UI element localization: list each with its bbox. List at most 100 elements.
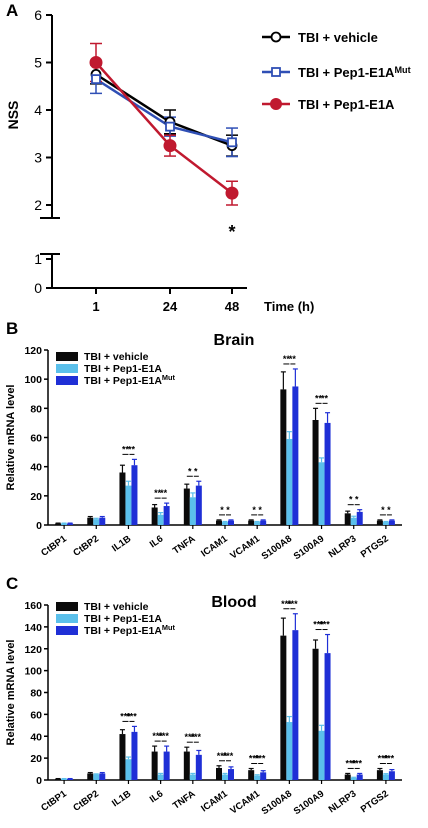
pc-ytick-label: 60 — [30, 709, 42, 721]
a-legend-label-2: TBI + Pep1-E1A — [298, 97, 395, 112]
a-ytick-label: 0 — [34, 280, 42, 296]
pc-title: Blood — [211, 594, 256, 611]
pb-ytick-label: 120 — [24, 345, 42, 357]
pc-bar — [312, 648, 319, 780]
a-point — [89, 56, 103, 69]
pc-legend-swatch — [56, 626, 78, 635]
pb-legend-swatch — [56, 364, 78, 373]
pb-bar — [312, 420, 319, 525]
pb-bar — [195, 485, 202, 525]
pb-xtick-label: S100A8 — [260, 533, 294, 562]
a-ytick-label: 6 — [34, 7, 42, 23]
pb-xtick-label: S100A9 — [292, 533, 326, 562]
pb-bar — [93, 519, 100, 525]
pc-sig-mark: *** — [351, 758, 362, 768]
pb-ytick-label: 20 — [30, 491, 42, 503]
pb-sig-mark: * — [355, 495, 359, 505]
pc-bar — [93, 774, 100, 780]
pb-sig-mark: * — [258, 505, 262, 515]
pc-sig-mark: *** — [185, 732, 196, 742]
pb-legend-label-1-text: TBI + Pep1-E1A — [84, 363, 162, 375]
pc-bar — [344, 774, 351, 780]
pc-bar — [228, 769, 234, 780]
pb-bar — [248, 520, 255, 525]
a-legend-label-1-text: TBI + Pep1-E1A — [298, 65, 395, 80]
pb-ytick-label: 80 — [30, 403, 42, 415]
pb-bar — [99, 517, 106, 525]
pc-xtick-label: PTGS2 — [359, 788, 391, 815]
pc-bar — [163, 751, 170, 780]
pb-sig-mark: ** — [289, 354, 297, 364]
pc-xtick-label: NLRP3 — [327, 788, 359, 815]
pb-sig-mark: ** — [283, 354, 291, 364]
a-point — [227, 137, 237, 148]
pc-ytick-label: 0 — [36, 775, 42, 787]
pc-sig-mark: *** — [223, 751, 234, 761]
pc-bar — [183, 751, 190, 780]
pb-legend-label-0: TBI + vehicle — [84, 351, 149, 363]
pb-legend-swatch — [56, 352, 78, 361]
pc-bar — [280, 635, 287, 780]
pc-xtick-label: IL6 — [148, 788, 166, 805]
pc-legend-swatch — [56, 602, 78, 611]
a-series-line-2 — [95, 61, 233, 195]
pb-legend-label-1: TBI + Pep1-E1A — [84, 363, 162, 375]
pb-xtick-label: PTGS2 — [359, 533, 391, 560]
pc-sig-mark: *** — [152, 731, 163, 741]
pc-sig-mark: *** — [249, 754, 260, 764]
pc-bar — [318, 730, 325, 780]
pc-xtick-label: TNFA — [171, 788, 198, 811]
pc-sig-mark: *** — [287, 599, 298, 609]
pc-bar — [87, 773, 94, 780]
pb-legend-label-2: TBI + Pep1-E1AMut — [84, 373, 176, 387]
pb-bar — [388, 520, 395, 525]
pc-bar — [292, 630, 299, 780]
a-ytick-label: 2 — [34, 197, 42, 213]
pb-bar — [67, 523, 74, 525]
pc-sig-mark: *** — [158, 731, 169, 741]
pb-ytick-label: 100 — [24, 374, 42, 386]
pc-ytick-label: 100 — [24, 666, 42, 678]
pc-sig-mark: *** — [378, 754, 389, 764]
pc-sig-mark: *** — [384, 754, 395, 764]
pc-bar — [157, 774, 164, 780]
pb-bar — [216, 520, 222, 525]
a-ylabel: NSS — [5, 101, 21, 130]
pb-bar — [55, 523, 62, 525]
pb-ylabel: Relative mRNA level — [5, 385, 17, 491]
pb-sig-mark: ** — [160, 488, 168, 498]
pb-legend-label-2-sup: Mut — [162, 373, 176, 382]
pb-bar — [151, 507, 158, 525]
pc-ytick-label: 160 — [24, 600, 42, 612]
a-legend-label-0: TBI + vehicle — [298, 30, 378, 45]
pb-bar — [324, 422, 331, 525]
pc-bar — [388, 771, 395, 780]
pb-bar — [376, 520, 383, 525]
pc-bar — [222, 774, 228, 780]
pc-sig-mark: *** — [319, 620, 330, 630]
pb-legend-swatch — [56, 376, 78, 385]
pc-bar — [151, 751, 158, 780]
pb-bar — [350, 517, 357, 525]
pc-bar — [61, 778, 68, 780]
pb-xtick-label: VCAM1 — [228, 533, 262, 561]
a-point — [91, 74, 101, 85]
pc-bar — [382, 774, 389, 780]
pb-bar — [87, 517, 94, 525]
pc-xtick-label: S100A8 — [260, 788, 294, 817]
a-legend-label-1-sup: Mut — [394, 65, 410, 75]
pc-bar — [189, 774, 196, 780]
pb-xtick-label: NLRP3 — [327, 533, 359, 560]
pc-bar — [99, 773, 106, 780]
pc-bar — [248, 770, 255, 780]
pb-sig-mark: * — [349, 495, 353, 505]
pc-legend-swatch — [56, 614, 78, 623]
pc-xtick-label: IL1B — [110, 788, 133, 809]
pb-sig-mark: * — [194, 466, 198, 476]
pc-legend-label-2-text: TBI + Pep1-E1A — [84, 625, 162, 637]
pb-bar — [318, 462, 325, 525]
pc-bar — [356, 774, 363, 780]
pc-bar — [286, 722, 293, 780]
a-xtick-label: 48 — [225, 299, 239, 314]
pb-sig-mark: * — [381, 505, 385, 515]
